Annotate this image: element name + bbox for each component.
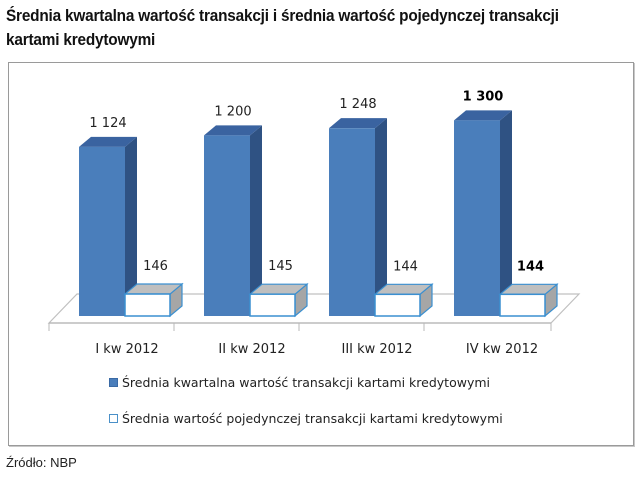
source-note: Źródło: NBP [6,455,77,470]
value-label: 1 200 [214,104,251,119]
value-label: 144 [517,259,544,274]
legend-label: Średnia wartość pojedynczej transakcji k… [122,411,503,426]
chart-plot: 1 124 146 I kw 2012 1 200 145 II kw 2012 1 248… [47,89,581,357]
legend-label: Średnia kwartalna wartość transakcji kar… [122,375,491,390]
value-label: 1 124 [89,116,126,131]
bar-quarterly [204,125,262,317]
value-label: 1 248 [339,97,376,112]
value-label: 1 300 [463,89,504,104]
legend-swatch-white [109,414,118,423]
legend-item-quarterly: Średnia kwartalna wartość transakcji kar… [109,375,569,390]
bar-single [123,282,184,318]
category-label: I kw 2012 [95,342,158,357]
category-label: III kw 2012 [341,342,412,357]
value-label: 146 [143,259,168,274]
value-label: 145 [268,259,293,274]
legend-item-single: Średnia wartość pojedynczej transakcji k… [109,411,569,426]
legend-swatch-blue [109,378,118,387]
bar-quarterly [79,136,137,316]
bar-single [498,283,559,318]
bar-quarterly [454,110,512,316]
category-label: II kw 2012 [218,342,285,357]
value-label: 144 [393,259,418,274]
bar-single [248,282,309,318]
category-label: IV kw 2012 [466,342,538,357]
bar-quarterly [329,118,387,316]
bar-single [373,283,434,318]
chart-frame: 1 124 146 I kw 2012 1 200 145 II kw 2012 1 248… [8,62,634,446]
chart-title: Średnia kwartalna wartość transakcji i ś… [6,7,559,49]
